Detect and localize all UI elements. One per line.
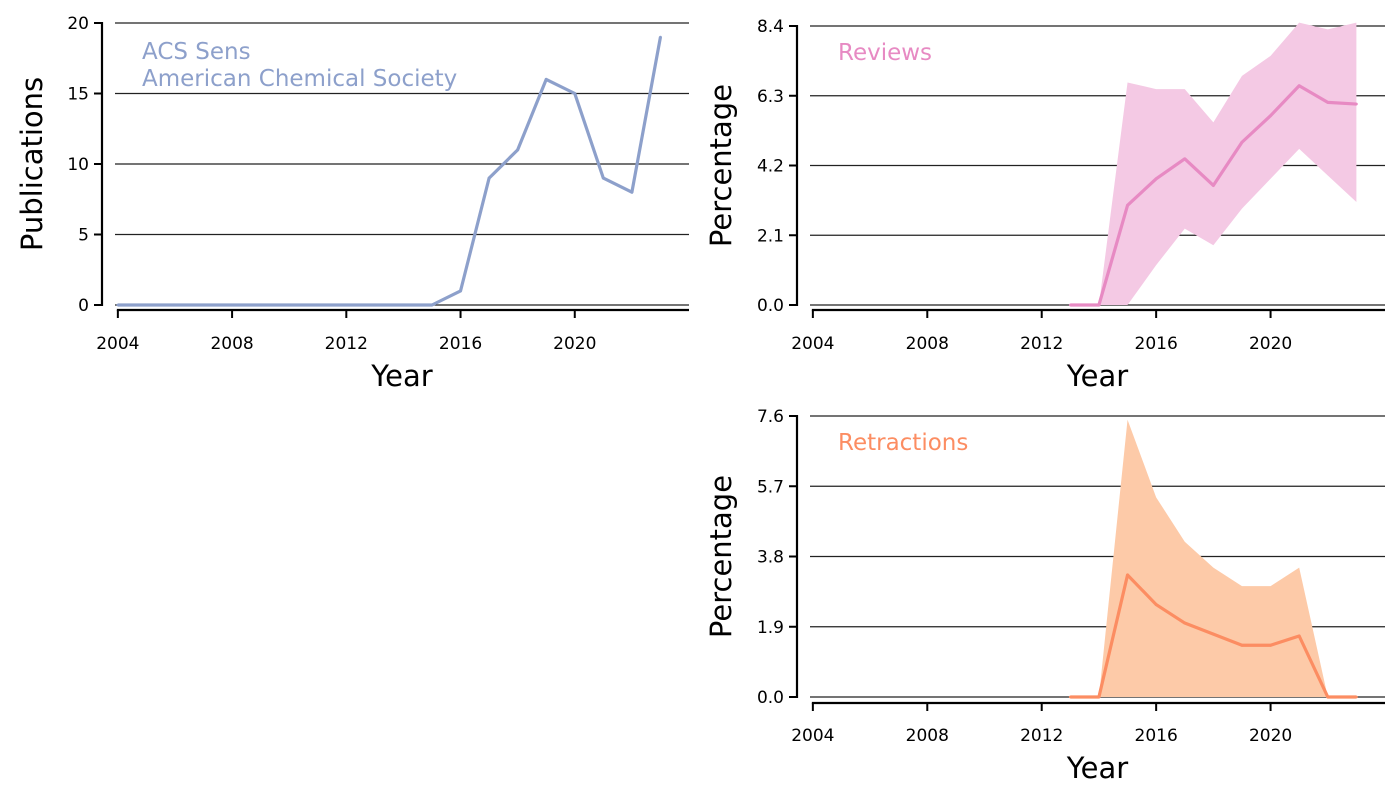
data-point	[1126, 203, 1129, 207]
x-tick-label: 2004	[791, 726, 834, 746]
x-tick-label: 2012	[1020, 334, 1063, 354]
data-point	[344, 303, 348, 307]
y-tick-label: 20	[67, 14, 89, 34]
data-point	[1354, 102, 1358, 106]
data-point	[1269, 114, 1272, 118]
data-point	[459, 289, 462, 293]
data-point	[1183, 621, 1187, 625]
confidence-band	[1070, 22, 1357, 306]
x-tick-label: 2020	[1249, 726, 1292, 746]
data-point	[202, 303, 205, 307]
x-tick-label: 2004	[96, 334, 139, 354]
data-point	[402, 303, 405, 307]
chart-publications: 0 5 10 15 20 2004 2008 2012 2016 2020 Year Publicat…	[15, 14, 689, 393]
y-tick-label: 5.7	[757, 477, 784, 497]
data-point	[1097, 303, 1101, 307]
x-tick-label: 2008	[906, 726, 949, 746]
chart-annotation: Reviews	[838, 40, 932, 66]
data-point	[116, 303, 120, 307]
data-point	[1269, 643, 1272, 647]
y-tick-label: 1.9	[757, 618, 784, 638]
data-point	[1354, 695, 1358, 699]
data-point	[1154, 603, 1158, 606]
confidence-band	[1070, 419, 1357, 697]
x-axis-title: Year	[370, 359, 432, 393]
chart-retractions: 0.0 1.9 3.8 5.7 7.6 2004 2008 2012 2016 2020 Year P…	[704, 407, 1385, 785]
y-tick-label: 0	[78, 296, 89, 316]
data-point	[316, 303, 320, 307]
y-tick-label: 0.0	[757, 296, 784, 316]
data-point	[1211, 632, 1215, 636]
data-point	[1326, 100, 1330, 104]
data-point	[259, 303, 263, 307]
data-point	[1097, 695, 1101, 699]
y-tick-label: 10	[67, 155, 89, 175]
data-point	[230, 303, 234, 307]
y-tick-label: 2.1	[757, 226, 784, 246]
data-point	[373, 303, 377, 307]
chart-annotation: American Chemical Society	[142, 66, 457, 92]
x-axis-title: Year	[1066, 751, 1128, 785]
chart-annotation: ACS Sens	[142, 39, 251, 65]
x-tick-label: 2012	[1020, 726, 1063, 746]
y-tick-label: 7.6	[757, 407, 784, 427]
y-axis-title: Percentage	[704, 84, 738, 247]
chart-annotation: Retractions	[838, 430, 968, 456]
x-tick-label: 2016	[1135, 726, 1178, 746]
y-tick-label: 0.0	[757, 688, 784, 708]
y-tick-label: 4.2	[757, 157, 784, 177]
data-point	[1154, 177, 1158, 181]
x-tick-label: 2004	[791, 334, 834, 354]
data-point	[1240, 643, 1244, 647]
series-line	[117, 36, 663, 307]
data-point	[1297, 634, 1301, 638]
data-point	[573, 92, 577, 95]
data-point	[173, 303, 177, 307]
y-tick-label: 15	[67, 85, 89, 105]
data-point	[544, 78, 548, 81]
data-point	[287, 303, 291, 307]
data-point	[516, 148, 520, 152]
data-point	[630, 190, 634, 194]
data-point	[1211, 184, 1215, 187]
data-point	[487, 176, 491, 180]
x-tick-label: 2012	[325, 334, 368, 354]
data-point	[145, 303, 148, 307]
y-axis-title: Publications	[15, 77, 49, 251]
data-point	[659, 35, 662, 39]
data-point	[1240, 140, 1244, 144]
data-point	[1068, 695, 1072, 699]
data-point	[601, 176, 605, 180]
y-tick-label: 5	[78, 226, 89, 246]
x-tick-label: 2020	[553, 334, 596, 354]
data-point	[1126, 573, 1129, 577]
x-tick-label: 2020	[1249, 334, 1292, 354]
data-point	[430, 303, 434, 307]
y-tick-label: 8.4	[757, 17, 784, 37]
x-axis-title: Year	[1066, 359, 1128, 393]
data-point	[1297, 84, 1301, 88]
y-tick-label: 6.3	[757, 87, 784, 107]
x-tick-label: 2016	[1135, 334, 1178, 354]
y-axis-title: Percentage	[704, 475, 738, 638]
x-tick-label: 2008	[906, 334, 949, 354]
chart-reviews: 0.0 2.1 4.2 6.3 8.4 2004 2008 2012 2016 2020 Year P…	[704, 17, 1385, 393]
data-point	[1326, 695, 1330, 699]
data-point	[1183, 157, 1187, 161]
y-tick-label: 3.8	[757, 548, 784, 568]
data-point	[1068, 303, 1072, 307]
x-tick-label: 2016	[439, 334, 482, 354]
x-tick-label: 2008	[210, 334, 253, 354]
